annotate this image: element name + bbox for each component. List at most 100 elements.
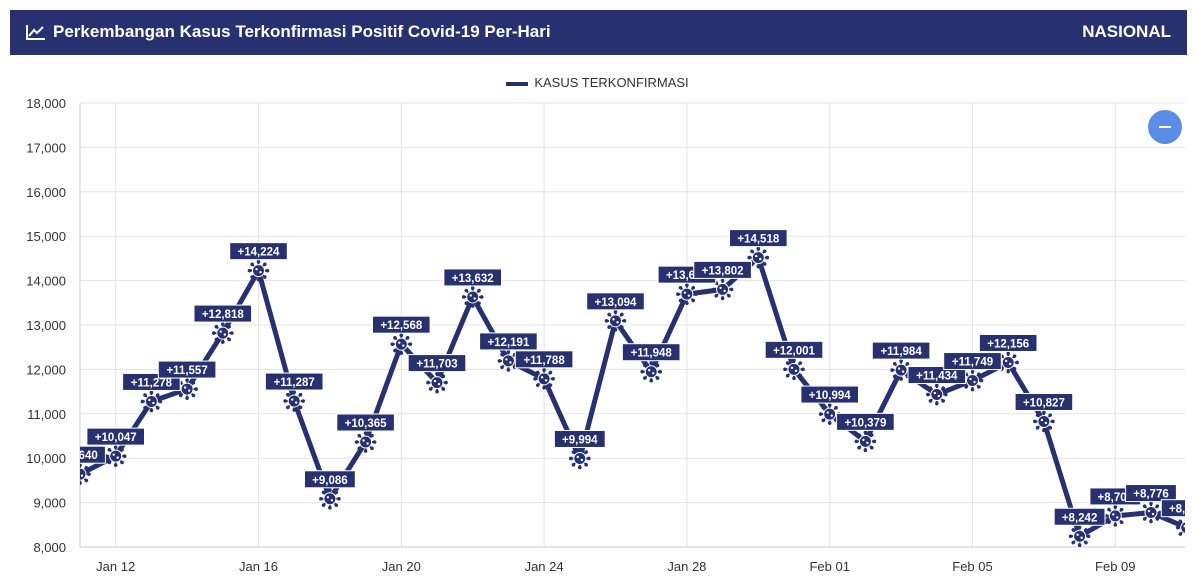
chart-title: Perkembangan Kasus Terkonfirmasi Positif… [26,22,551,42]
virus-icon[interactable] [140,390,163,413]
data-label: +9,640 [62,445,106,464]
data-label: +13,094 [586,292,645,311]
virus-icon[interactable] [1175,517,1195,539]
data-label: +11,948 [621,343,681,362]
data-label: +8,435 [1160,499,1195,518]
data-label: +11,557 [157,360,217,379]
legend-swatch [506,81,529,86]
virus-icon[interactable] [1104,505,1127,527]
virus-icon[interactable] [283,390,305,412]
svg-text:+14,224: +14,224 [238,247,280,259]
virus-icon[interactable] [604,310,627,332]
data-label: +11,984 [871,341,931,360]
y-tick-label: 12,000 [26,362,66,377]
virus-icon[interactable] [711,278,734,301]
svg-text:+10,365: +10,365 [345,418,387,430]
legend[interactable]: KASUS TERKONFIRMASI [0,75,1195,90]
minus-icon [1159,126,1171,128]
data-label: +12,156 [978,333,1038,352]
virus-icon[interactable] [854,430,877,453]
chart-header: Perkembangan Kasus Terkonfirmasi Positif… [10,10,1187,55]
data-label: +11,703 [407,354,467,373]
virus-icon[interactable] [569,447,591,470]
data-label: +13,802 [693,260,752,279]
y-tick-label: 17,000 [26,140,66,155]
svg-text:+8,242: +8,242 [1062,512,1098,524]
virus-icon[interactable] [390,333,413,355]
virus-icon[interactable] [461,286,484,308]
data-label: +14,224 [229,242,288,261]
svg-text:+12,191: +12,191 [487,337,529,349]
svg-text:+9,086: +9,086 [312,475,348,487]
x-tick-label: Jan 12 [96,559,135,574]
virus-icon[interactable] [69,463,91,485]
data-label: +8,242 [1053,507,1106,526]
svg-text:+10,047: +10,047 [95,432,137,444]
virus-icon[interactable] [747,246,770,269]
data-label: +9,086 [304,470,356,489]
virus-icon[interactable] [783,358,805,381]
svg-text:+11,434: +11,434 [916,371,958,383]
svg-text:+11,984: +11,984 [880,346,922,358]
virus-icon[interactable] [319,487,341,510]
x-tick-label: Feb 05 [952,559,992,574]
svg-text:+11,948: +11,948 [631,348,673,360]
virus-icon[interactable] [1033,410,1055,433]
svg-text:+12,818: +12,818 [202,309,244,321]
virus-icon[interactable] [104,445,127,467]
virus-icon[interactable] [1140,501,1162,524]
virus-icon[interactable] [176,378,198,400]
zoom-out-button[interactable] [1148,110,1182,144]
data-label: +12,818 [193,304,253,323]
svg-text:+11,788: +11,788 [523,355,565,367]
svg-text:+8,776: +8,776 [1133,489,1169,501]
region-label: NASIONAL [1082,22,1171,41]
x-tick-label: Jan 24 [525,559,564,574]
svg-text:+11,749: +11,749 [952,357,993,369]
data-label: +12,191 [479,332,538,351]
legend-label: KASUS TERKONFIRMASI [534,75,689,90]
svg-text:+8,435: +8,435 [1169,504,1195,516]
virus-icon[interactable] [926,383,948,406]
svg-text:+11,278: +11,278 [131,377,173,389]
data-label: +10,994 [800,385,860,404]
y-tick-label: 15,000 [26,229,66,244]
virus-icon[interactable] [533,368,555,390]
chart-title-text: Perkembangan Kasus Terkonfirmasi Positif… [53,22,551,41]
data-label: +14,518 [729,229,788,248]
x-tick-label: Jan 16 [239,559,278,574]
data-label: +10,379 [836,412,895,431]
svg-text:+9,640: +9,640 [62,450,98,462]
virus-icon[interactable] [354,431,377,453]
virus-icon[interactable] [961,369,984,392]
data-label: +11,287 [264,372,324,391]
data-label: +10,365 [336,413,395,432]
svg-text:+10,379: +10,379 [844,417,886,429]
svg-text:+11,557: +11,557 [166,365,207,377]
virus-icon[interactable] [247,259,270,282]
y-tick-label: 18,000 [26,96,66,111]
x-tick-label: Feb 09 [1095,559,1135,574]
svg-text:+11,287: +11,287 [274,377,315,389]
data-label: +10,047 [86,427,145,446]
svg-text:+12,001: +12,001 [773,345,815,357]
virus-icon[interactable] [1068,525,1091,548]
virus-icon[interactable] [212,322,234,344]
virus-icon[interactable] [497,350,520,372]
y-tick-label: 11,000 [27,407,66,422]
y-tick-label: 14,000 [26,274,66,289]
svg-text:+14,518: +14,518 [737,234,779,246]
y-tick-label: 8,000 [33,540,66,555]
virus-icon[interactable] [640,360,662,383]
virus-icon[interactable] [676,283,698,305]
y-tick-label: 10,000 [26,451,66,466]
data-label: +11,434 [907,366,967,385]
svg-text:+13,632: +13,632 [452,273,494,285]
svg-text:+10,827: +10,827 [1023,397,1065,409]
svg-text:+9,994: +9,994 [562,434,598,446]
data-label: +10,827 [1014,392,1074,411]
virus-icon[interactable] [426,371,448,394]
svg-text:+10,994: +10,994 [809,390,851,402]
y-tick-label: 16,000 [26,185,66,200]
